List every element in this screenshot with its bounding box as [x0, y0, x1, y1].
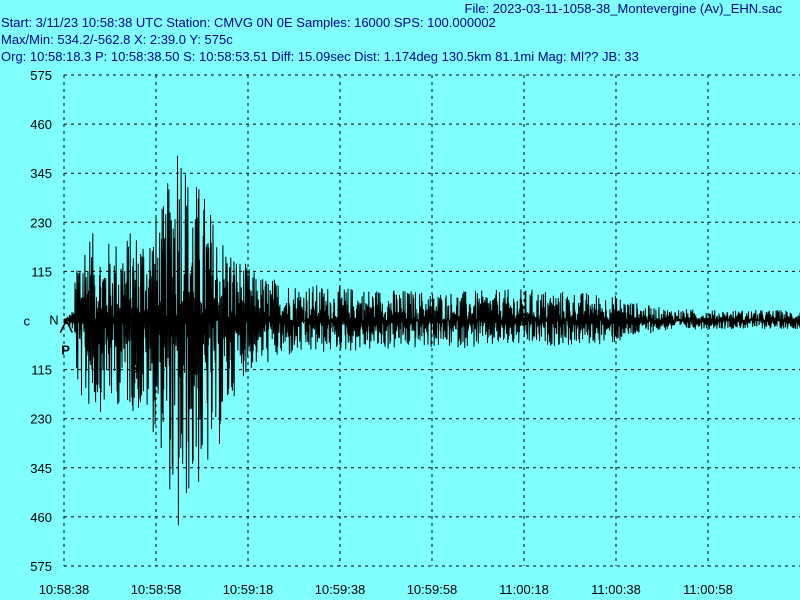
- y-tick-label: 345: [30, 461, 52, 476]
- x-tick-label: 11:00:58: [683, 582, 733, 597]
- seismic-trace: [63, 155, 800, 526]
- x-tick-label: 11:00:38: [591, 582, 641, 597]
- y-tick-label: 460: [30, 510, 52, 525]
- marker-p-label: P: [61, 343, 70, 358]
- max-min-info: Max/Min: 534.2/-562.8 X: 2:39.0 Y: 575c: [1, 32, 233, 47]
- y-tick-label: 345: [30, 166, 52, 181]
- y-tick-label: 575: [30, 68, 52, 83]
- y-tick-label: c: [24, 314, 31, 329]
- marker-p-arrow: [59, 318, 73, 333]
- start-info: Start: 3/11/23 10:58:38 UTC Station: CMV…: [1, 15, 496, 30]
- x-tick-label: 10:59:38: [315, 582, 366, 597]
- y-tick-label: 115: [31, 363, 52, 378]
- x-tick-label: 10:58:38: [39, 582, 90, 597]
- y-tick-label: 230: [30, 215, 52, 230]
- marker-n-label: N: [49, 313, 58, 328]
- x-tick-label: 10:59:18: [223, 582, 274, 597]
- marker-s-label: S: [130, 361, 139, 376]
- phase-markers: NP S: [49, 313, 139, 376]
- x-tick-label: 10:58:58: [131, 582, 182, 597]
- x-axis-labels: 10:58:38 10:58:58 10:59:18 10:59:38 10:59:58…: [39, 582, 733, 597]
- x-tick-label: 10:59:58: [407, 582, 458, 597]
- y-axis-labels: 575 460 345 230 115 c 115 230 345 460 575: [24, 68, 53, 574]
- file-name: File: 2023-03-11-1058-38_Montevergine (A…: [464, 1, 782, 16]
- y-tick-label: 460: [30, 117, 52, 132]
- y-tick-label: 575: [30, 559, 52, 574]
- y-tick-label: 115: [31, 264, 52, 279]
- x-tick-label: 11:00:18: [499, 582, 549, 597]
- y-tick-label: 230: [30, 412, 52, 427]
- origin-info: Org: 10:58:18.3 P: 10:58:38.50 S: 10:58:…: [1, 49, 639, 64]
